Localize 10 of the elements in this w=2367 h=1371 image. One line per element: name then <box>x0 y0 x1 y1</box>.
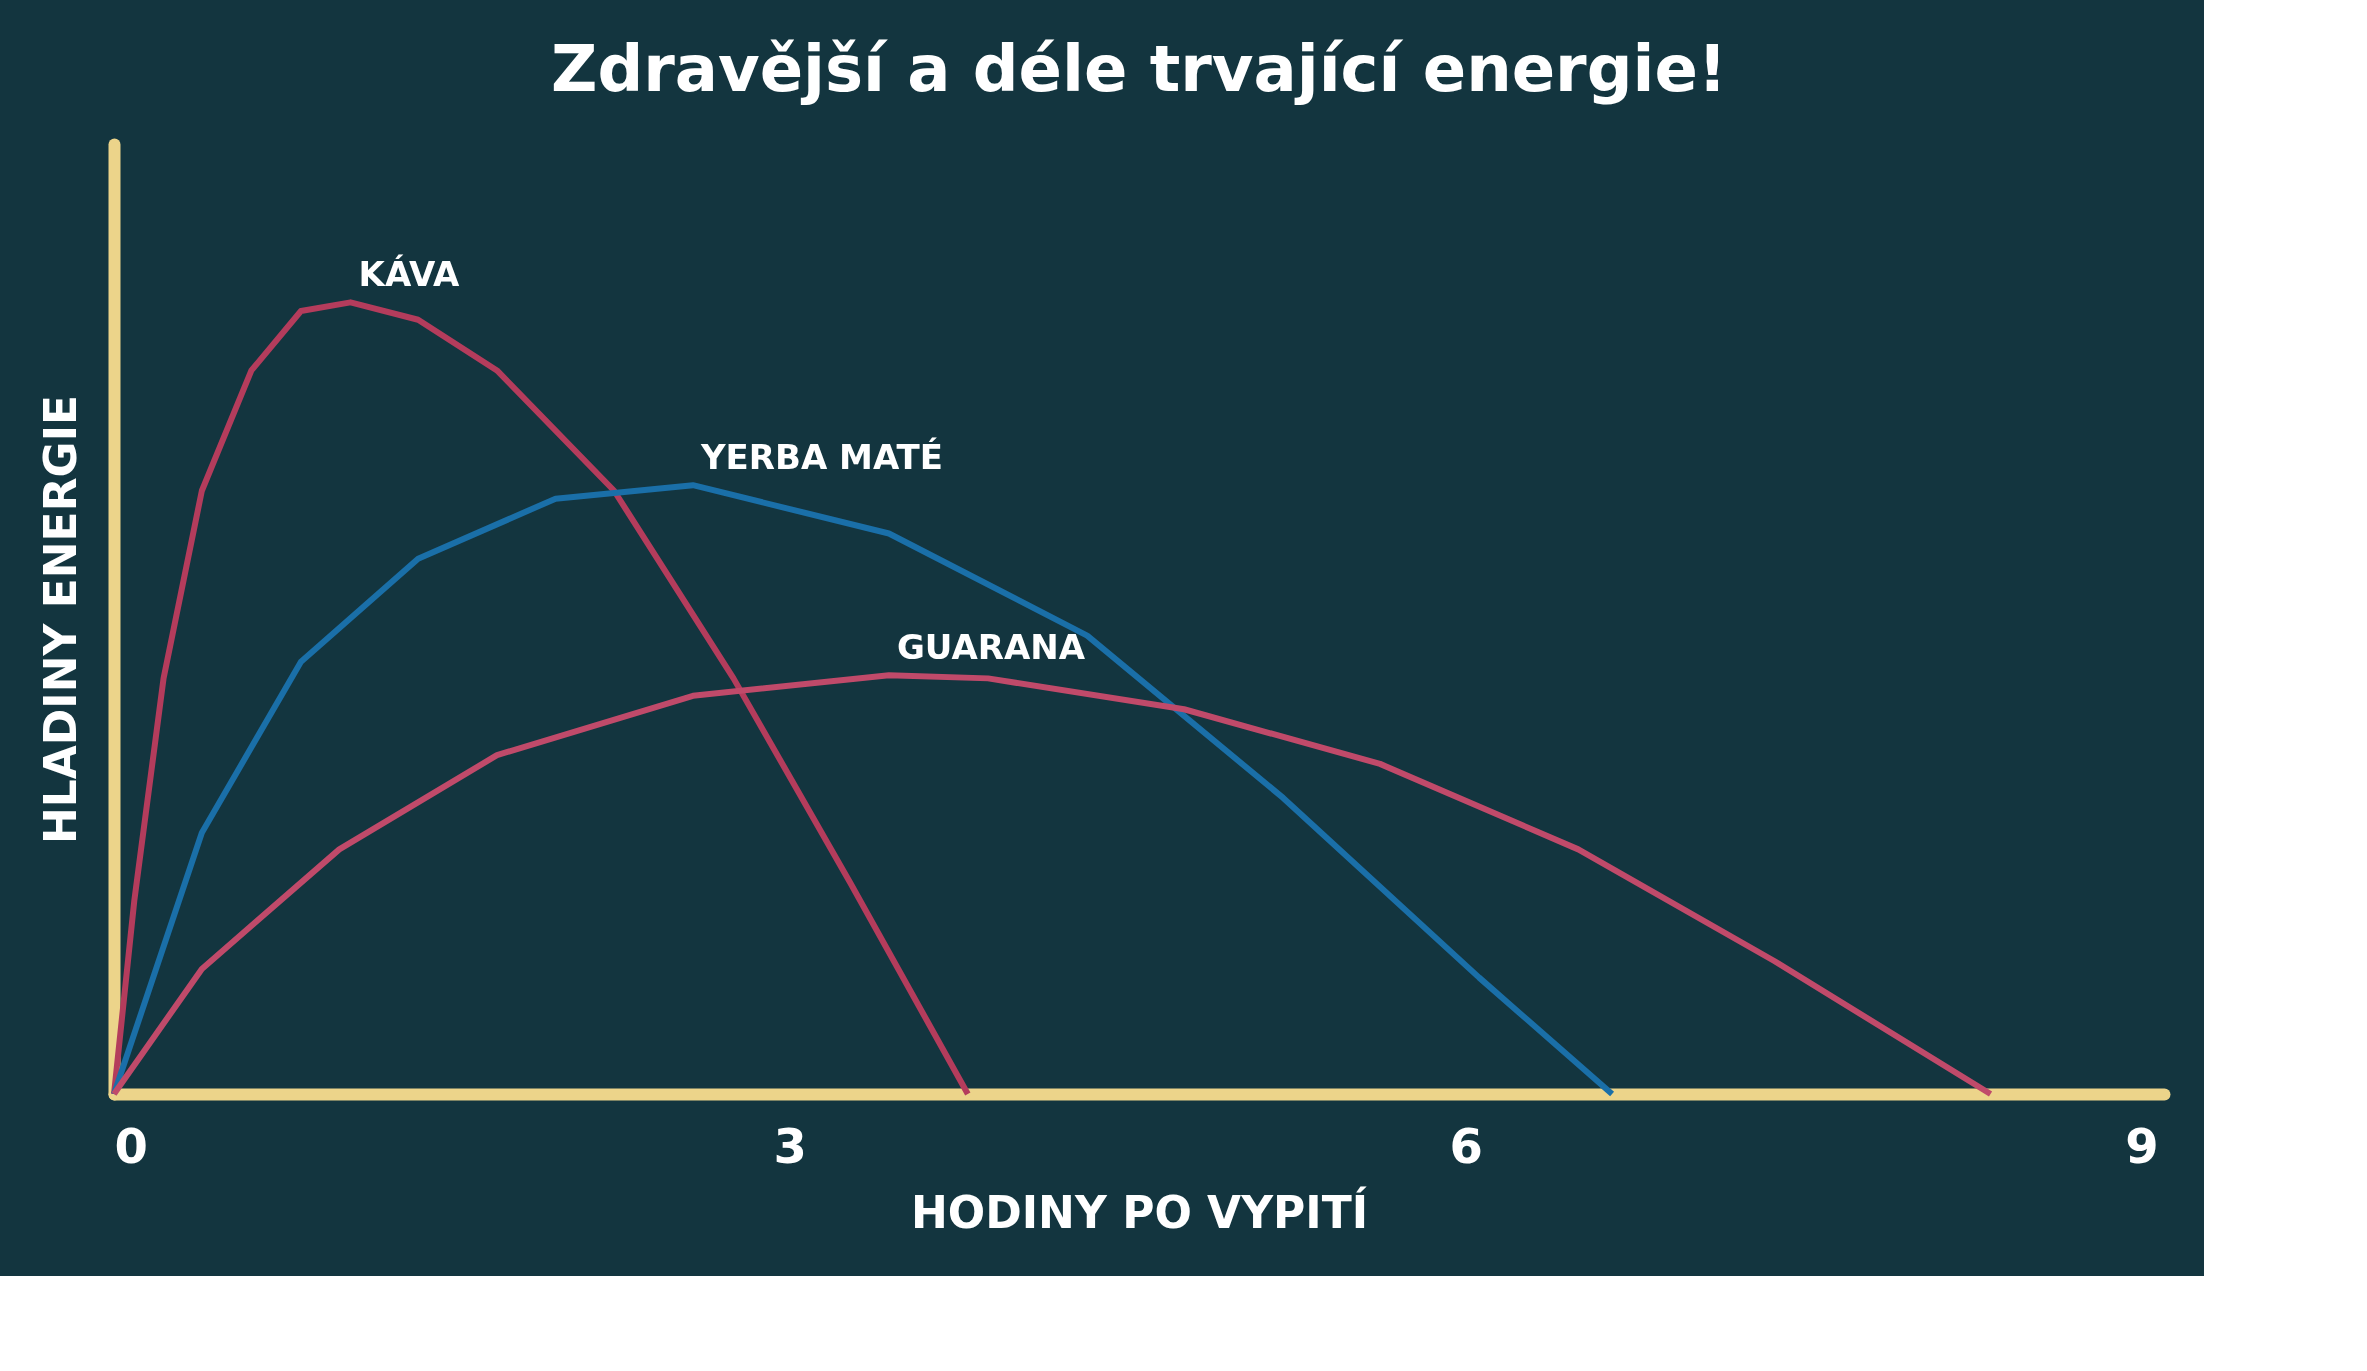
x-tick-label: 0 <box>114 1117 148 1174</box>
chart-title: Zdravější a déle trvající energie! <box>550 32 1728 106</box>
series-label: KÁVA <box>358 254 460 295</box>
x-tick-label: 6 <box>1449 1117 1483 1174</box>
x-axis-title: HODINY PO VYPITÍ <box>910 1185 1369 1238</box>
x-tick-label: 9 <box>2125 1117 2159 1174</box>
series-label: GUARANA <box>896 627 1086 668</box>
y-axis-title: HLADINY ENERGIE <box>34 394 86 845</box>
x-tick-label: 3 <box>773 1117 808 1174</box>
series-label: YERBA MATÉ <box>699 437 943 478</box>
